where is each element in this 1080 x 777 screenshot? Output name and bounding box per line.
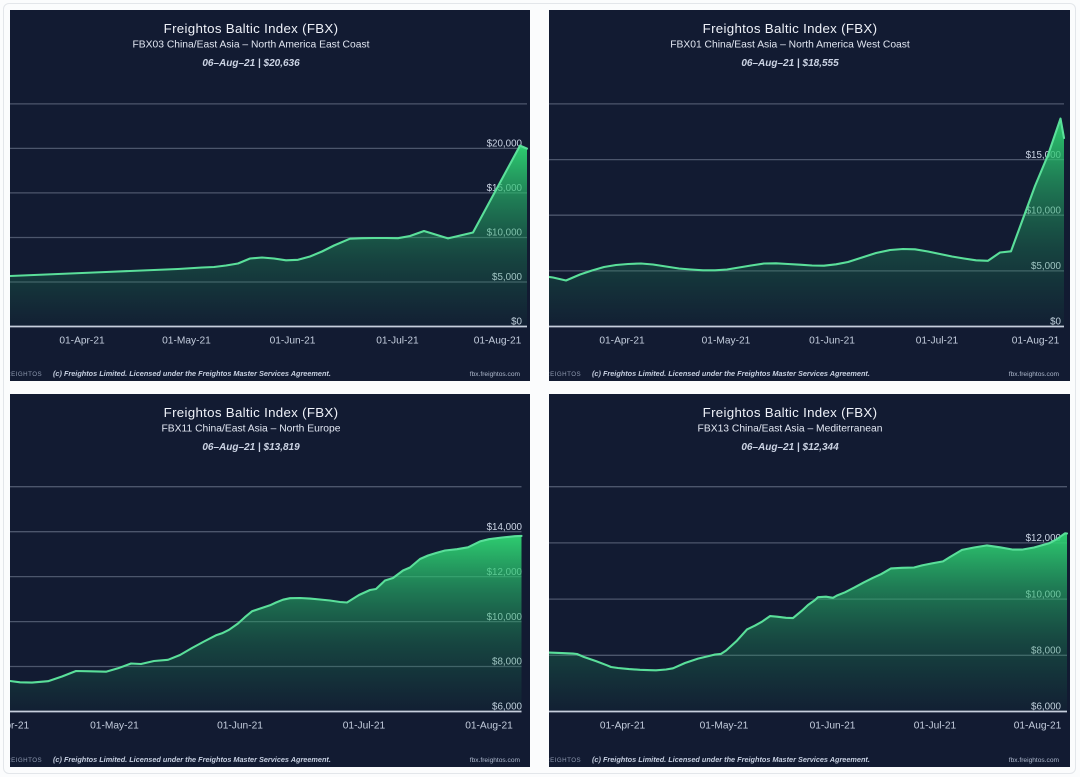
svg-text:fbx.freightos.com: fbx.freightos.com — [470, 757, 521, 764]
svg-text:06–Aug–21 | $12,344: 06–Aug–21 | $12,344 — [741, 442, 839, 453]
svg-text:01-Aug-21: 01-Aug-21 — [465, 721, 513, 732]
svg-text:(c) Freightos Limited. License: (c) Freightos Limited. Licensed under th… — [53, 755, 331, 764]
svg-text:$15,000: $15,000 — [1026, 150, 1062, 161]
svg-text:01-Aug-21: 01-Aug-21 — [474, 336, 522, 347]
svg-text:Freightos Baltic Index (FBX): Freightos Baltic Index (FBX) — [703, 21, 878, 36]
svg-text:(c) Freightos Limited. License: (c) Freightos Limited. Licensed under th… — [592, 755, 870, 764]
svg-text:FBX11 China/East Asia – North: FBX11 China/East Asia – North Europe — [162, 423, 341, 434]
svg-text:01-Jun-21: 01-Jun-21 — [809, 336, 855, 347]
svg-text:01-Apr-21: 01-Apr-21 — [599, 336, 645, 347]
svg-text:01-May-21: 01-May-21 — [700, 721, 749, 732]
svg-text:Freightos Baltic Index (FBX): Freightos Baltic Index (FBX) — [164, 21, 339, 36]
svg-text:(c) Freightos Limited. License: (c) Freightos Limited. Licensed under th… — [53, 369, 331, 378]
svg-text:01-Apr-21: 01-Apr-21 — [600, 721, 646, 732]
svg-text:fbx.freightos.com: fbx.freightos.com — [470, 371, 521, 378]
svg-text:06–Aug–21 | $18,555: 06–Aug–21 | $18,555 — [741, 58, 839, 69]
svg-text:01-Jul-21: 01-Jul-21 — [916, 336, 959, 347]
svg-text:FBX01 China/East Asia – North: FBX01 China/East Asia – North America We… — [670, 39, 910, 50]
svg-text:01-Jun-21: 01-Jun-21 — [810, 721, 856, 732]
svg-text:01-May-21: 01-May-21 — [90, 721, 139, 732]
svg-text:01-Jul-21: 01-Jul-21 — [914, 721, 957, 732]
svg-text:FBX03 China/East Asia – North: FBX03 China/East Asia – North America Ea… — [133, 39, 370, 50]
svg-text:Freightos Baltic Index (FBX): Freightos Baltic Index (FBX) — [164, 405, 339, 420]
svg-text:01-Jul-21: 01-Jul-21 — [376, 336, 419, 347]
svg-text:06–Aug–21 | $13,819: 06–Aug–21 | $13,819 — [202, 442, 300, 453]
svg-text:FBX13 China/East Asia – Medite: FBX13 China/East Asia – Mediterranean — [698, 423, 883, 434]
svg-text:fbx.freightos.com: fbx.freightos.com — [1009, 371, 1060, 378]
svg-text:01-May-21: 01-May-21 — [162, 336, 211, 347]
svg-text:FREIGHTOS: FREIGHTOS — [549, 371, 581, 378]
svg-text:FREIGHTOS: FREIGHTOS — [10, 371, 42, 378]
svg-text:01-Apr-21: 01-Apr-21 — [59, 336, 105, 347]
svg-text:FREIGHTOS: FREIGHTOS — [549, 757, 581, 764]
svg-text:06–Aug–21 | $20,636: 06–Aug–21 | $20,636 — [202, 58, 300, 69]
svg-text:01-Apr-21: 01-Apr-21 — [10, 721, 29, 732]
svg-text:01-Jun-21: 01-Jun-21 — [270, 336, 316, 347]
svg-text:01-Jun-21: 01-Jun-21 — [217, 721, 263, 732]
svg-text:Freightos Baltic Index (FBX): Freightos Baltic Index (FBX) — [703, 405, 878, 420]
svg-text:$14,000: $14,000 — [487, 522, 523, 533]
svg-text:01-May-21: 01-May-21 — [702, 336, 751, 347]
svg-text:fbx.freightos.com: fbx.freightos.com — [1009, 757, 1060, 764]
svg-text:$20,000: $20,000 — [487, 139, 523, 150]
svg-text:(c) Freightos Limited. License: (c) Freightos Limited. Licensed under th… — [592, 369, 870, 378]
svg-text:FREIGHTOS: FREIGHTOS — [10, 757, 42, 764]
svg-text:01-Jul-21: 01-Jul-21 — [343, 721, 386, 732]
svg-text:01-Aug-21: 01-Aug-21 — [1012, 336, 1060, 347]
svg-text:$12,000: $12,000 — [1026, 533, 1062, 544]
svg-text:01-Aug-21: 01-Aug-21 — [1014, 721, 1062, 732]
